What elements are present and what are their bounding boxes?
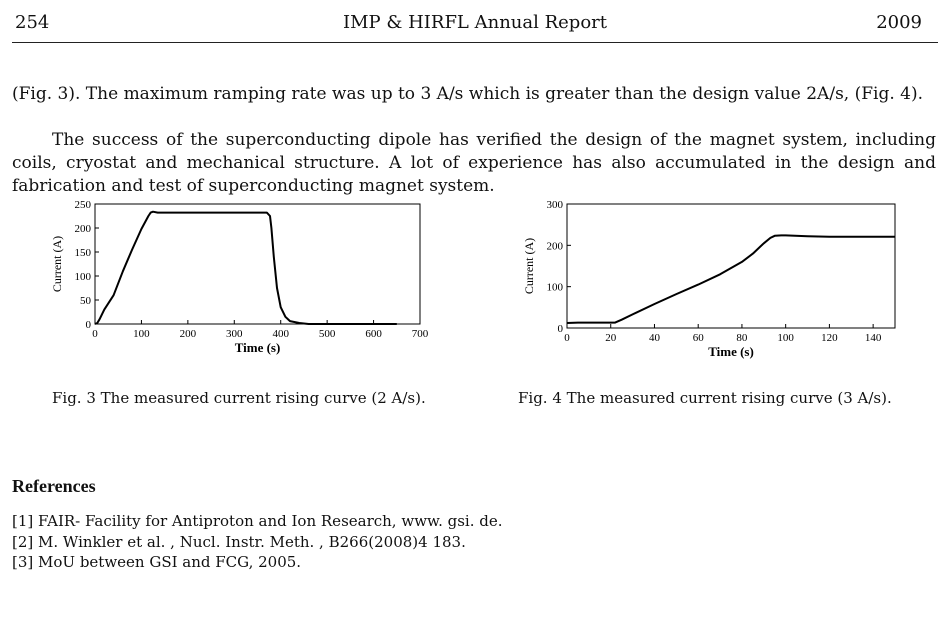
y-tick-label: 100 <box>75 271 92 283</box>
y-tick-label: 50 <box>80 295 92 307</box>
x-tick-label: 400 <box>272 328 289 340</box>
reference-item: [2] M. Winkler et al. , Nucl. Instr. Met… <box>12 533 466 551</box>
x-tick-label: 700 <box>412 328 429 340</box>
x-tick-label: 100 <box>133 328 150 340</box>
figure-4-chart: 0 20 40 60 80 100 120 140 0 100 200 300 Time (s) Curr… <box>522 199 896 359</box>
page-header: 254 IMP & HIRFL Annual Report 2009 <box>0 0 950 44</box>
x-tick-label: 500 <box>319 328 336 340</box>
figure-4-caption: Fig. 4 The measured current rising curve… <box>518 389 892 407</box>
x-axis-label: Time (s) <box>708 344 754 359</box>
y-tick-label: 100 <box>547 282 564 294</box>
reference-item: [1] FAIR- Facility for Antiproton and Io… <box>12 512 503 530</box>
reference-item: [3] MoU between GSI and FCG, 2005. <box>12 553 302 571</box>
body-paragraph-2: The success of the superconducting dipol… <box>12 130 936 196</box>
x-tick-label: 140 <box>865 332 882 344</box>
plot-frame <box>94 203 421 325</box>
body-paragraph-1: (Fig. 3). The maximum ramping rate was u… <box>12 84 924 104</box>
series-line <box>94 210 397 325</box>
y-tick-label: 250 <box>75 199 92 211</box>
y-axis-label: Current (A) <box>522 238 536 294</box>
y-tick-label: 200 <box>75 223 92 235</box>
y-axis-label: Current (A) <box>50 236 64 292</box>
x-tick-label: 80 <box>736 332 748 344</box>
figure-3-caption: Fig. 3 The measured current rising curve… <box>52 389 426 407</box>
x-tick-label: 120 <box>821 332 838 344</box>
x-tick-label: 0 <box>92 328 98 340</box>
x-tick-label: 200 <box>180 328 197 340</box>
x-tick-label: 600 <box>365 328 382 340</box>
references-heading: References <box>12 476 96 496</box>
header-rule <box>12 42 938 43</box>
x-tick-label: 60 <box>693 332 705 344</box>
y-tick-label: 0 <box>86 319 92 331</box>
x-tick-label: 40 <box>649 332 661 344</box>
running-title: IMP & HIRFL Annual Report <box>342 12 608 33</box>
x-tick-label: 20 <box>605 332 617 344</box>
y-tick-label: 150 <box>75 247 92 259</box>
x-tick-label: 100 <box>777 332 794 344</box>
x-tick-label: 300 <box>226 328 243 340</box>
x-axis-label: Time (s) <box>235 340 281 355</box>
plot-frame <box>566 203 896 329</box>
y-tick-label: 0 <box>558 323 564 335</box>
series-line <box>566 234 895 324</box>
report-year: 2009 <box>876 12 922 33</box>
y-tick-label: 300 <box>547 199 564 211</box>
page-number: 254 <box>15 12 50 33</box>
y-tick-label: 200 <box>547 240 564 252</box>
x-tick-label: 0 <box>564 332 570 344</box>
figure-3-chart: 0 100 200 300 400 500 600 700 0 50 100 150 200 250 Tim… <box>50 199 429 355</box>
